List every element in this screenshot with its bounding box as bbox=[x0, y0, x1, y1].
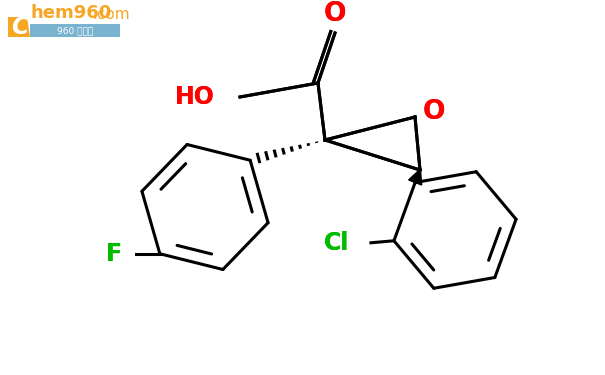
Text: Cl: Cl bbox=[324, 231, 349, 255]
Text: O: O bbox=[324, 1, 346, 27]
Text: C: C bbox=[11, 15, 28, 39]
Text: 960 化工网: 960 化工网 bbox=[57, 27, 93, 36]
FancyBboxPatch shape bbox=[30, 24, 120, 37]
Text: O: O bbox=[423, 99, 445, 125]
Text: HO: HO bbox=[175, 85, 215, 109]
Text: O: O bbox=[423, 99, 445, 125]
Polygon shape bbox=[408, 170, 422, 185]
Text: Cl: Cl bbox=[324, 231, 349, 255]
Polygon shape bbox=[8, 17, 30, 37]
Text: .com: .com bbox=[92, 7, 129, 22]
Text: HO: HO bbox=[175, 85, 215, 109]
Text: hem960: hem960 bbox=[30, 4, 111, 22]
Text: O: O bbox=[324, 1, 346, 27]
Text: F: F bbox=[106, 242, 122, 266]
Text: F: F bbox=[106, 242, 122, 266]
